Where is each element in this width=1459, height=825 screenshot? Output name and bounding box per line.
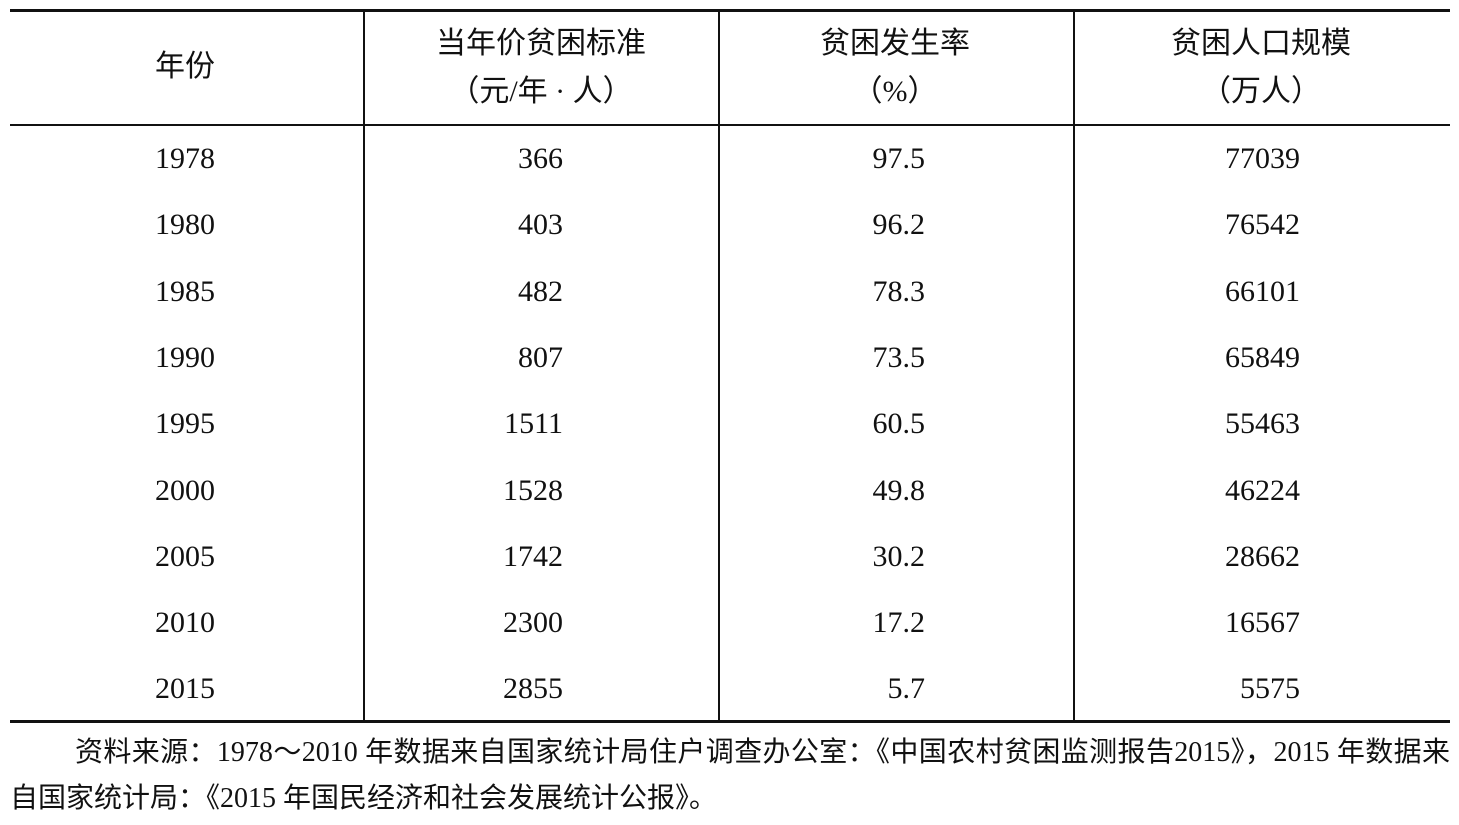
header-cell: （元/年 · 人） (449, 75, 633, 108)
value-cell: 5575 (1240, 672, 1300, 706)
value-cell: 17.2 (872, 606, 926, 640)
year-cell: 2000 (155, 473, 215, 507)
column-divider (718, 10, 720, 722)
year-cell: 2015 (155, 672, 215, 706)
year-cell: 1978 (155, 142, 215, 175)
value-cell: 1511 (504, 407, 563, 441)
value-cell: 1742 (503, 539, 563, 573)
year-cell: 2010 (155, 606, 215, 640)
value-cell: 77039 (1225, 142, 1300, 175)
value-cell: 30.2 (872, 539, 926, 573)
value-cell: 78.3 (872, 274, 926, 308)
header-cell: 贫困发生率 (820, 27, 970, 60)
value-cell: 46224 (1225, 473, 1300, 507)
value-cell: 55463 (1225, 407, 1300, 441)
value-cell: 28662 (1225, 539, 1300, 573)
value-cell: 97.5 (872, 142, 926, 175)
top-rule (10, 9, 1450, 12)
year-cell: 1995 (155, 407, 215, 441)
value-cell: 16567 (1225, 606, 1300, 640)
header-rule (10, 124, 1450, 126)
value-cell: 2300 (503, 606, 563, 640)
year-cell: 2005 (155, 539, 215, 573)
value-cell: 60.5 (872, 407, 926, 441)
year-cell: 1990 (155, 340, 215, 374)
source-note: 资料来源：1978～2010 年数据来自国家统计局住户调查办公室：《中国农村贫困… (10, 737, 1450, 814)
year-cell: 1985 (155, 274, 215, 308)
column-divider (1073, 10, 1075, 722)
header-cell: （万人） (1201, 75, 1321, 108)
value-cell: 76542 (1225, 208, 1300, 242)
value-cell: 65849 (1225, 340, 1300, 374)
value-cell: 1528 (503, 473, 563, 507)
value-cell: 482 (518, 274, 563, 308)
header-cell: 当年价贫困标准 (436, 27, 646, 60)
value-cell: 2855 (503, 672, 563, 706)
value-cell: 403 (518, 208, 563, 242)
value-cell: 807 (518, 340, 563, 374)
value-cell: 366 (518, 142, 563, 175)
header-cell: 年份 (155, 50, 215, 83)
value-cell: 96.2 (872, 208, 926, 242)
header-cell: 贫困人口规模 (1171, 27, 1351, 60)
column-divider (363, 10, 365, 722)
value-cell: 73.5 (872, 340, 926, 374)
header-cell: （%） (852, 75, 938, 108)
value-cell: 66101 (1225, 274, 1300, 308)
year-cell: 1980 (155, 208, 215, 242)
value-cell: 5.7 (887, 672, 926, 706)
value-cell: 49.8 (872, 473, 926, 507)
bottom-rule (10, 720, 1450, 723)
